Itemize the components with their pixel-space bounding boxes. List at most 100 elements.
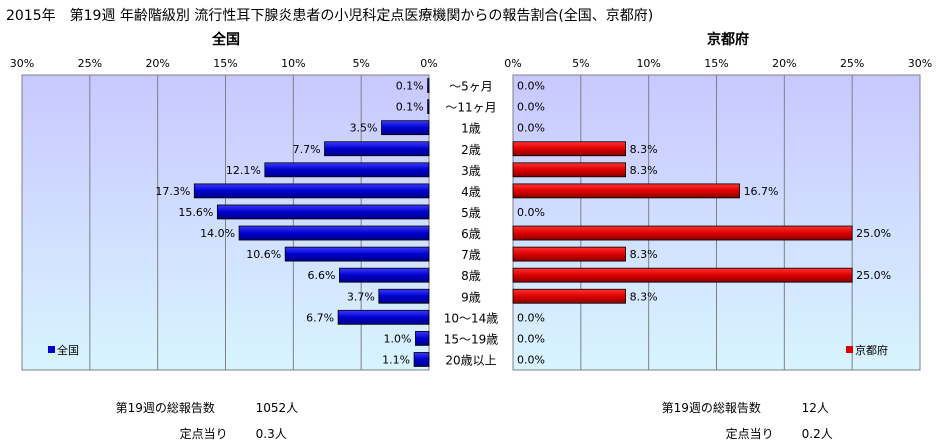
- category-labels: ～5ヶ月 ～11ヶ月 1歳 2歳 3歳 4歳 5歳 6歳 7歳 8歳 9歳 10～14歳 15～19歳 2…: [444, 80, 499, 368]
- left-value-label: 6.6%: [308, 269, 336, 282]
- right-value-label: 0.0%: [517, 206, 545, 219]
- right-tick-label: 0%: [504, 57, 521, 70]
- right-value-label: 0.0%: [517, 311, 545, 324]
- left-value-label: 3.7%: [347, 290, 375, 303]
- right-value-label: 8.3%: [630, 290, 658, 303]
- left-panel: 0% 5% 10% 15% 20% 25% 30% 0.1% 0.1% 3.5% 7.7% 12.1…: [10, 57, 438, 371]
- right-tick-label: 30%: [908, 57, 932, 70]
- left-bar: [264, 162, 430, 178]
- right-tick-label: 10%: [636, 57, 660, 70]
- right-value-label: 8.3%: [630, 143, 658, 156]
- left-bar: [427, 78, 430, 93]
- category-label: 1歳: [461, 122, 481, 136]
- kyoto-total-line: 第19週の総報告数 12人: [654, 385, 829, 416]
- category-label: 15～19歳: [444, 332, 499, 346]
- right-bar: [512, 162, 627, 178]
- right-bar: [512, 267, 853, 283]
- left-value-labels: 0.1% 0.1% 3.5% 7.7% 12.1% 17.3% 15.6% 14.0% 10.6…: [155, 80, 423, 367]
- left-bar: [324, 141, 430, 157]
- right-bars: [512, 141, 853, 304]
- right-gridlines: [580, 75, 853, 370]
- kyoto-total-value: 12人: [801, 401, 829, 415]
- right-bar: [512, 246, 627, 262]
- kyoto-per-label: 定点当り: [725, 427, 774, 441]
- category-label: 9歳: [461, 290, 481, 304]
- right-value-label: 0.0%: [517, 122, 545, 135]
- category-label: 10～14歳: [444, 311, 499, 325]
- national-total-value: 1052人: [255, 401, 299, 415]
- category-label: 7歳: [461, 248, 481, 262]
- category-label: 2歳: [461, 143, 481, 157]
- left-tick-label: 20%: [145, 57, 169, 70]
- left-value-label: 17.3%: [155, 185, 190, 198]
- left-tick-label: 25%: [78, 57, 102, 70]
- right-bar: [512, 141, 627, 157]
- category-label: 6歳: [461, 227, 481, 241]
- left-value-label: 1.0%: [383, 332, 411, 345]
- left-tick-labels: 0% 5% 10% 15% 20% 25% 30%: [10, 57, 438, 70]
- chart-title: 2015年 第19週 年齢階級別 流行性耳下腺炎患者の小児科定点医療機関からの報…: [6, 7, 653, 24]
- right-legend-label: 京都府: [855, 343, 888, 357]
- age-distribution-chart: 2015年 第19週 年齢階級別 流行性耳下腺炎患者の小児科定点医療機関からの報…: [6, 7, 932, 371]
- right-value-label: 16.7%: [744, 185, 779, 198]
- right-bar: [512, 225, 853, 241]
- left-value-label: 0.1%: [396, 101, 424, 114]
- national-total-line: 第19週の総報告数 1052人: [108, 385, 299, 416]
- right-legend-swatch: [846, 346, 853, 353]
- right-tick-label: 5%: [572, 57, 589, 70]
- category-label: 3歳: [461, 164, 481, 178]
- category-label: 20歳以上: [445, 353, 496, 367]
- national-total-label: 第19週の総報告数: [115, 401, 215, 415]
- right-value-label: 0.0%: [517, 101, 545, 114]
- left-tick-label: 5%: [352, 57, 369, 70]
- left-legend-swatch: [48, 346, 55, 353]
- right-value-label: 25.0%: [856, 227, 891, 240]
- right-value-label: 8.3%: [630, 248, 658, 261]
- right-value-label: 0.0%: [517, 353, 545, 366]
- right-panel: 0% 5% 10% 15% 20% 25% 30% 0.0% 0.0% 0.0% 8.3% 8.3%…: [504, 57, 932, 371]
- kyoto-per-line: 定点当り 0.2人: [718, 411, 833, 442]
- left-bar: [413, 352, 430, 367]
- right-chart-title: 京都府: [707, 31, 749, 48]
- left-bar: [193, 183, 430, 199]
- left-value-label: 6.7%: [306, 311, 334, 324]
- left-tick-label: 10%: [281, 57, 305, 70]
- right-tick-labels: 0% 5% 10% 15% 20% 25% 30%: [504, 57, 932, 70]
- left-value-label: 3.5%: [350, 122, 378, 135]
- left-value-label: 0.1%: [396, 80, 424, 93]
- right-value-label: 25.0%: [856, 269, 891, 282]
- right-tick-label: 15%: [704, 57, 728, 70]
- kyoto-total-label: 第19週の総報告数: [661, 401, 761, 415]
- left-bar: [339, 267, 430, 283]
- national-per-label: 定点当り: [179, 427, 228, 441]
- right-value-labels: 0.0% 0.0% 0.0% 8.3% 8.3% 16.7% 0.0% 25.0% 8.3% 25…: [517, 80, 891, 367]
- left-bar: [238, 225, 430, 241]
- right-value-label: 8.3%: [630, 164, 658, 177]
- left-bar: [216, 204, 430, 220]
- left-value-label: 7.7%: [293, 143, 321, 156]
- right-bar: [512, 288, 627, 304]
- national-per-line: 定点当り 0.3人: [172, 411, 287, 442]
- left-legend-label: 全国: [57, 343, 79, 357]
- category-label: 8歳: [461, 269, 481, 283]
- category-label: 5歳: [461, 206, 481, 220]
- left-bars: [193, 78, 430, 367]
- left-bar: [415, 330, 430, 346]
- left-chart-title: 全国: [211, 31, 240, 48]
- right-tick-label: 25%: [840, 57, 864, 70]
- category-label: 4歳: [461, 185, 481, 199]
- left-value-label: 15.6%: [178, 206, 213, 219]
- category-label: ～5ヶ月: [449, 80, 493, 94]
- right-legend: 京都府: [846, 343, 888, 357]
- kyoto-per-value: 0.2人: [801, 427, 833, 441]
- left-tick-label: 30%: [10, 57, 34, 70]
- left-value-label: 14.0%: [200, 227, 235, 240]
- left-value-label: 1.1%: [382, 353, 410, 366]
- left-bar: [284, 246, 430, 262]
- left-tick-label: 15%: [213, 57, 237, 70]
- left-legend: 全国: [48, 343, 79, 357]
- right-tick-label: 20%: [772, 57, 796, 70]
- right-value-label: 0.0%: [517, 80, 545, 93]
- right-bar: [512, 183, 740, 199]
- left-tick-label: 0%: [420, 57, 437, 70]
